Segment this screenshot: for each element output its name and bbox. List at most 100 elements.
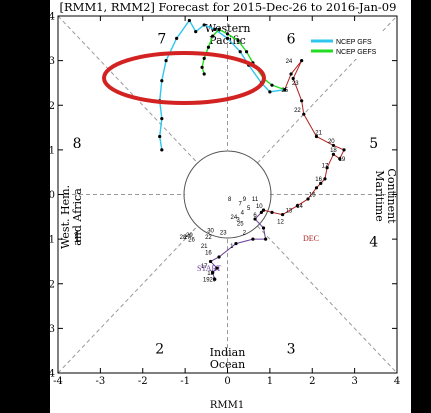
series-point <box>300 59 304 63</box>
day-label: 12 <box>277 220 284 226</box>
series-point <box>194 30 198 34</box>
day-label: 9 <box>243 197 247 203</box>
series-point <box>236 38 240 43</box>
day-label: 30 <box>207 228 214 234</box>
y-tick-label: 0 <box>49 190 55 201</box>
day-label: 24 <box>231 215 238 221</box>
region-label-right: Continent <box>385 168 398 224</box>
series-point <box>217 27 221 31</box>
day-label: 4 <box>241 211 245 217</box>
series-point <box>160 79 164 83</box>
y-tick-label: -1 <box>45 235 55 246</box>
y-tick-label: 2 <box>49 101 55 112</box>
day-label: 1 <box>230 244 234 250</box>
x-tick-label: -4 <box>53 376 63 387</box>
legend: NCEP GFS NCEP GEFS <box>307 33 391 59</box>
series-point <box>225 36 230 40</box>
region-label-left: West. Hem. <box>59 185 72 249</box>
series-point <box>319 181 323 185</box>
region-label-top: Pacific <box>209 34 246 47</box>
series-point <box>261 208 266 212</box>
series-point <box>225 32 230 36</box>
day-label: 26 <box>188 237 195 243</box>
series-point <box>244 50 249 54</box>
day-label: 27 <box>184 235 191 241</box>
series-point <box>300 99 304 103</box>
divider-diag-tl <box>57 15 198 164</box>
phase-number-1: 1 <box>73 230 82 246</box>
phase-number-5: 5 <box>369 136 378 152</box>
phase-number-7: 7 <box>157 31 166 47</box>
series-point <box>208 259 213 264</box>
day-label: 6 <box>253 213 257 219</box>
series-point <box>251 237 255 241</box>
series-point <box>331 143 336 148</box>
day-label: 22 <box>294 108 301 114</box>
x-tick-label: 1 <box>267 376 273 387</box>
day-label: 15 <box>309 193 316 199</box>
region-label-right: Maritime <box>373 170 386 221</box>
y-tick-label: 4 <box>49 12 55 23</box>
day-label: 7 <box>239 202 243 208</box>
day-label: 14 <box>296 204 303 210</box>
divider-diag-br <box>257 225 398 374</box>
series-point <box>283 88 287 92</box>
series-point <box>234 241 238 246</box>
day-label: 8 <box>228 197 232 203</box>
region-label-left: and Africa <box>71 188 84 246</box>
x-tick-label: -3 <box>96 376 106 387</box>
series-point <box>215 266 219 270</box>
series-point <box>264 237 268 241</box>
day-label: 28 <box>180 235 187 241</box>
phase-number-2: 2 <box>155 341 164 357</box>
day-label: 11 <box>252 197 259 203</box>
day-label: 22 <box>205 235 212 241</box>
chart-title: [RMM1, RMM2] Forecast for 2015-Dec-26 to… <box>60 0 397 14</box>
y-tick-label: -4 <box>45 369 55 380</box>
x-tick-label: -1 <box>180 376 190 387</box>
phase-number-6: 6 <box>287 31 296 47</box>
x-axis-label: RMM1 <box>210 400 244 411</box>
series-point <box>202 72 206 76</box>
series-point <box>302 112 306 116</box>
day-label: 10 <box>256 204 263 210</box>
day-label: 24 <box>286 59 293 65</box>
x-tick-label: 0 <box>224 376 230 387</box>
day-label: 2 <box>243 231 247 237</box>
day-label: 18 <box>207 271 214 277</box>
start-label: START <box>197 264 221 273</box>
day-label: 17 <box>322 164 329 170</box>
series-point <box>306 197 310 201</box>
day-label: 5 <box>247 206 251 212</box>
series-point <box>253 217 257 221</box>
legend-label-gefs: NCEP GEFS <box>336 49 377 56</box>
day-label: 17 <box>201 264 208 270</box>
series-point <box>314 134 319 139</box>
series-point <box>175 36 179 40</box>
x-tick-label: 2 <box>309 376 315 387</box>
day-label: 21 <box>315 130 322 136</box>
day-label: 16 <box>205 251 212 257</box>
day-label: 3 <box>236 217 240 223</box>
series-point <box>291 76 295 81</box>
series-point <box>200 65 204 69</box>
day-label: 20 <box>209 278 216 284</box>
dec-label: DEC <box>303 234 319 243</box>
series-point <box>211 34 215 38</box>
phase-number-3: 3 <box>287 341 296 357</box>
series-point <box>164 59 168 63</box>
series-point <box>217 255 221 259</box>
day-label: 29 <box>186 233 193 239</box>
day-label: 23 <box>292 81 299 87</box>
day-label: 16 <box>315 177 322 183</box>
series-point <box>259 210 263 214</box>
y-tick-label: -3 <box>45 324 55 335</box>
series-point <box>323 177 327 181</box>
series-point <box>160 117 164 121</box>
phase-number-8: 8 <box>73 136 82 152</box>
x-tick-label: 3 <box>351 376 357 387</box>
series-point <box>314 186 319 190</box>
